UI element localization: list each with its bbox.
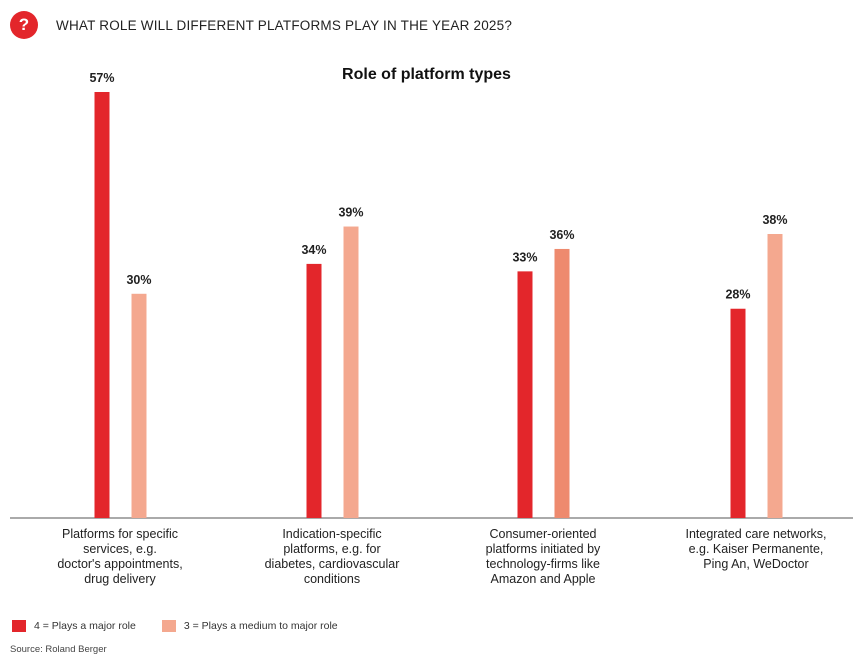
- category-label-1: Indication-specific platforms, e.g. for di…: [232, 527, 432, 587]
- category-label-line: conditions: [303, 572, 361, 586]
- legend-label-medium: 3 = Plays a medium to major role: [183, 620, 338, 632]
- category-label-line: Platforms for specific: [61, 527, 178, 541]
- data-label-major-3: 28%: [725, 288, 750, 302]
- data-label-major-2: 33%: [512, 250, 537, 264]
- header: ? WHAT ROLE WILL DIFFERENT PLATFORMS PLA…: [10, 10, 512, 40]
- category-label-line: platforms, e.g. for: [283, 542, 381, 556]
- category-label-line: Amazon and Apple: [490, 572, 596, 586]
- data-label-major-0: 57%: [89, 71, 114, 85]
- question-badge-icon: ?: [10, 11, 38, 39]
- category-label-line: doctor's appointments,: [57, 557, 183, 571]
- category-label-line: e.g. Kaiser Permanente,: [688, 542, 824, 556]
- data-label-medium-0: 30%: [126, 273, 151, 287]
- data-label-major-1: 34%: [301, 243, 326, 257]
- header-title: WHAT ROLE WILL DIFFERENT PLATFORMS PLAY …: [56, 17, 513, 33]
- data-label-medium-2: 36%: [549, 228, 574, 242]
- category-label-3: Integrated care networks, e.g. Kaiser Per…: [656, 527, 853, 572]
- bar-major-2: [517, 271, 533, 518]
- chart-title: Role of platform types: [342, 66, 511, 83]
- category-label-line: Indication-specific: [282, 527, 382, 541]
- legend-swatch-medium: [161, 620, 176, 632]
- category-label-line: Ping An, WeDoctor: [703, 557, 809, 571]
- category-label-line: Consumer-oriented: [489, 527, 597, 541]
- bar-major-0: [94, 92, 110, 518]
- data-label-medium-3: 38%: [762, 213, 787, 227]
- bar-medium-3: [767, 234, 783, 518]
- category-label-0: Platforms for specific services, e.g. doct…: [20, 527, 220, 587]
- bar-major-3: [730, 308, 746, 518]
- category-label-2: Consumer-oriented platforms initiated by t…: [443, 527, 643, 587]
- category-label-line: platforms initiated by: [485, 542, 601, 556]
- data-label-medium-1: 39%: [338, 206, 363, 220]
- legend: 4 = Plays a major role 3 = Plays a mediu…: [12, 620, 364, 632]
- bar-medium-2: [554, 248, 570, 518]
- legend-item-medium: 3 = Plays a medium to major role: [161, 620, 338, 632]
- category-label-line: Integrated care networks,: [685, 527, 827, 541]
- category-label-line: services, e.g.: [83, 542, 157, 556]
- bars-group: 57% 34% 33% 28% 30% 39% 36% 38%: [89, 71, 788, 519]
- legend-label-major: 4 = Plays a major role: [34, 620, 136, 632]
- legend-swatch-major: [12, 620, 26, 632]
- source-note: Source: Roland Berger: [10, 644, 107, 655]
- bar-medium-0: [131, 293, 147, 518]
- category-label-line: diabetes, cardiovascular: [264, 557, 400, 571]
- bar-medium-1: [343, 226, 359, 519]
- legend-item-major: 4 = Plays a major role: [12, 620, 136, 632]
- bar-major-1: [306, 263, 322, 518]
- category-label-line: drug delivery: [84, 572, 156, 586]
- category-label-line: technology-firms like: [486, 557, 600, 571]
